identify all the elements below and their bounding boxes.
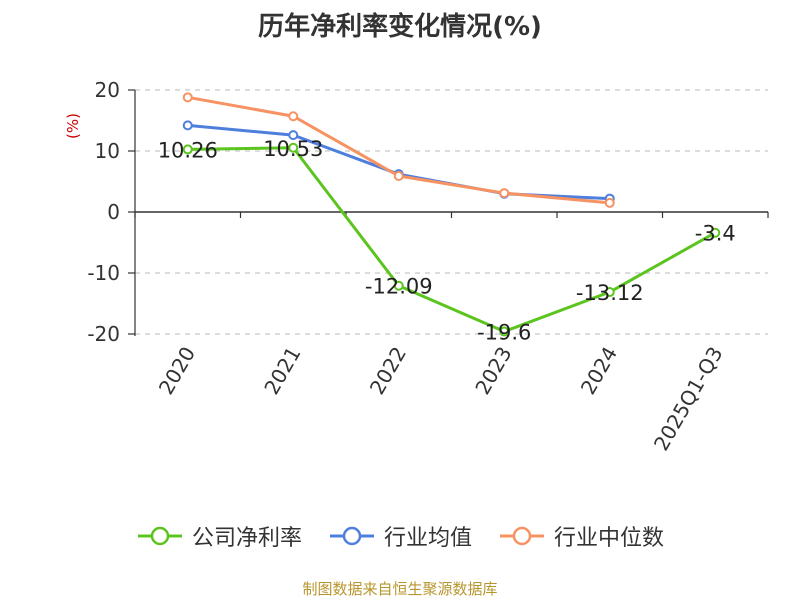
series-line xyxy=(187,95,610,205)
series-line xyxy=(187,146,716,334)
y-tick-label: -20 xyxy=(87,322,120,346)
data-point xyxy=(288,142,299,153)
y-tick-label: 10 xyxy=(95,139,120,163)
legend-label: 公司净利率 xyxy=(191,526,302,551)
data-point xyxy=(499,326,510,337)
y-axis-label: (%) xyxy=(64,113,82,139)
axes: 20 10 0 -10 -20 2020 2021 2022 2023 2024 2025Q1-Q3 xyxy=(87,78,769,455)
legend-marker-icon xyxy=(329,526,374,546)
data-point xyxy=(182,120,193,131)
data-point xyxy=(393,280,404,291)
x-tick-label: 2023 xyxy=(470,343,516,399)
data-point xyxy=(710,227,721,238)
y-tick-label: -10 xyxy=(87,261,120,285)
data-point xyxy=(182,144,193,155)
legend-marker-icon xyxy=(500,526,544,546)
legend-marker-icon xyxy=(137,526,182,546)
data-labels: 10.26 10.53 -12.09 -19.6 -13.12 -3.4 xyxy=(158,137,736,345)
legend-label: 行业均值 xyxy=(383,526,472,551)
series-line xyxy=(187,123,610,201)
data-point xyxy=(288,111,299,122)
legend-label: 行业中位数 xyxy=(554,526,665,551)
x-tick-label: 2021 xyxy=(259,343,305,399)
data-label: -3.4 xyxy=(695,222,736,246)
legend-item[interactable]: 行业均值 xyxy=(328,520,472,552)
line-chart: 20 10 0 -10 -20 2020 2021 2022 2023 2024 2025Q1-Q3… xyxy=(64,78,769,455)
series-lines xyxy=(182,92,721,337)
data-point xyxy=(604,197,615,208)
chart-title: 历年净利率变化情况(%) xyxy=(258,12,542,42)
x-tick-label: 2024 xyxy=(576,343,622,399)
legend: 公司净利率 行业均值 行业中位数 xyxy=(0,520,800,552)
data-point xyxy=(393,171,404,182)
data-point xyxy=(604,287,615,298)
source-note: 制图数据来自恒生聚源数据库 xyxy=(302,580,498,598)
legend-item[interactable]: 行业中位数 xyxy=(498,520,664,552)
data-label: -12.09 xyxy=(365,275,433,299)
data-point xyxy=(499,188,510,199)
data-label: 10.53 xyxy=(263,137,323,161)
data-label: -19.6 xyxy=(477,321,531,345)
data-point xyxy=(288,130,299,141)
data-label: 10.26 xyxy=(158,138,218,162)
x-tick-label: 2022 xyxy=(365,343,411,399)
x-tick-label: 2025Q1-Q3 xyxy=(649,343,728,455)
y-tick-label: 0 xyxy=(107,200,120,224)
legend-item[interactable]: 公司净利率 xyxy=(136,520,302,552)
y-tick-label: 20 xyxy=(95,78,120,102)
data-point xyxy=(182,92,193,103)
x-tick-label: 2020 xyxy=(154,343,200,399)
data-label: -13.12 xyxy=(576,281,644,305)
